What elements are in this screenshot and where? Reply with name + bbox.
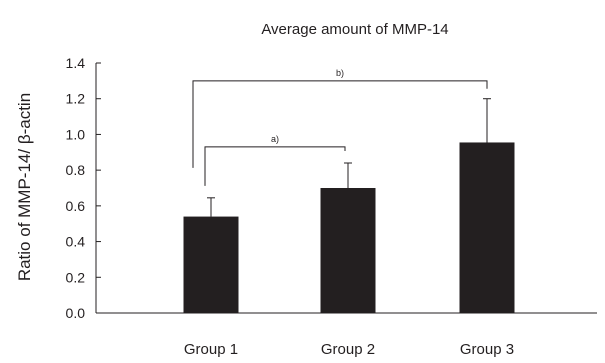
y-tick-label: 1.0 (66, 126, 86, 142)
y-tick-label: 0.4 (66, 234, 86, 250)
y-axis-label: Ratio of MMP-14/ β-actin (15, 93, 34, 281)
y-tick-label: 0.8 (66, 162, 86, 178)
bars (183, 142, 515, 313)
y-tick-label: 0.6 (66, 198, 86, 214)
bar (320, 188, 376, 313)
significance-label: a) (271, 134, 279, 144)
chart-title: Average amount of MMP-14 (261, 21, 448, 38)
axes: 0.0 0.2 0.4 0.6 0.8 1.0 1.2 1.4 Group 1 Group 2 Gr… (66, 55, 597, 358)
y-tick-label: 0.2 (66, 269, 86, 285)
significance-bracket (204, 146, 346, 186)
error-bars (207, 98, 491, 217)
significance-brackets: a) b) (192, 68, 488, 186)
x-tick-label: Group 3 (460, 341, 514, 358)
significance-label: b) (336, 68, 344, 78)
y-tick-label: 1.2 (66, 91, 86, 107)
y-tick-label: 1.4 (66, 55, 86, 71)
x-tick-label: Group 2 (321, 341, 375, 358)
bar (183, 216, 239, 313)
x-tick-label: Group 1 (184, 341, 238, 358)
y-tick-label: 0.0 (66, 305, 86, 321)
significance-bracket (192, 80, 488, 168)
bar (459, 142, 515, 313)
